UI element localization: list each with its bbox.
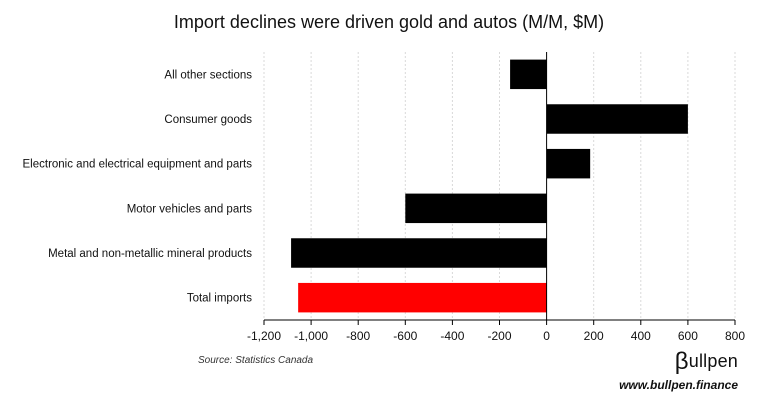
x-tick-label: -800	[346, 329, 370, 343]
x-axis: -1,200 -1,000 -800 -600 -400 -200 0 200 400 600 80…	[247, 319, 745, 343]
bar	[405, 193, 547, 224]
category-label: Electronic and electrical equipment and …	[23, 159, 253, 171]
bar	[298, 282, 547, 313]
x-tick-label: 200	[584, 329, 604, 343]
brand-logo-beta: β	[674, 348, 689, 375]
category-label: Metal and non-metallic mineral products	[48, 248, 252, 260]
x-tick-label: -200	[487, 329, 511, 343]
x-tick-label: 600	[678, 329, 698, 343]
bar	[291, 238, 547, 268]
brand-url: www.bullpen.finance	[619, 378, 738, 392]
x-tick-label: 0	[543, 329, 550, 343]
bar	[546, 148, 591, 179]
brand-logo-text: ullpen	[688, 351, 738, 371]
x-tick-label: 400	[631, 329, 651, 343]
brand-logo: βullpen	[619, 348, 738, 376]
category-label: Consumer goods	[164, 114, 252, 126]
x-tick-label: -400	[440, 329, 464, 343]
category-labels: All other sections Consumer goods Electron…	[23, 69, 253, 304]
x-tick-label: -600	[393, 329, 417, 343]
chart-title: Import declines were driven gold and aut…	[173, 12, 605, 32]
category-label: Total imports	[187, 293, 252, 305]
category-label: Motor vehicles and parts	[127, 203, 253, 215]
source-note: Source: Statistics Canada	[198, 355, 314, 366]
bars	[291, 59, 688, 313]
x-tick-label: 800	[725, 329, 745, 343]
brand: βullpen www.bullpen.finance	[619, 348, 738, 392]
category-label: All other sections	[164, 69, 252, 81]
bar	[546, 104, 688, 134]
bar	[510, 59, 547, 90]
x-tick-label: -1,000	[294, 329, 328, 343]
x-tick-label: -1,200	[247, 329, 281, 343]
gridlines	[263, 52, 736, 320]
